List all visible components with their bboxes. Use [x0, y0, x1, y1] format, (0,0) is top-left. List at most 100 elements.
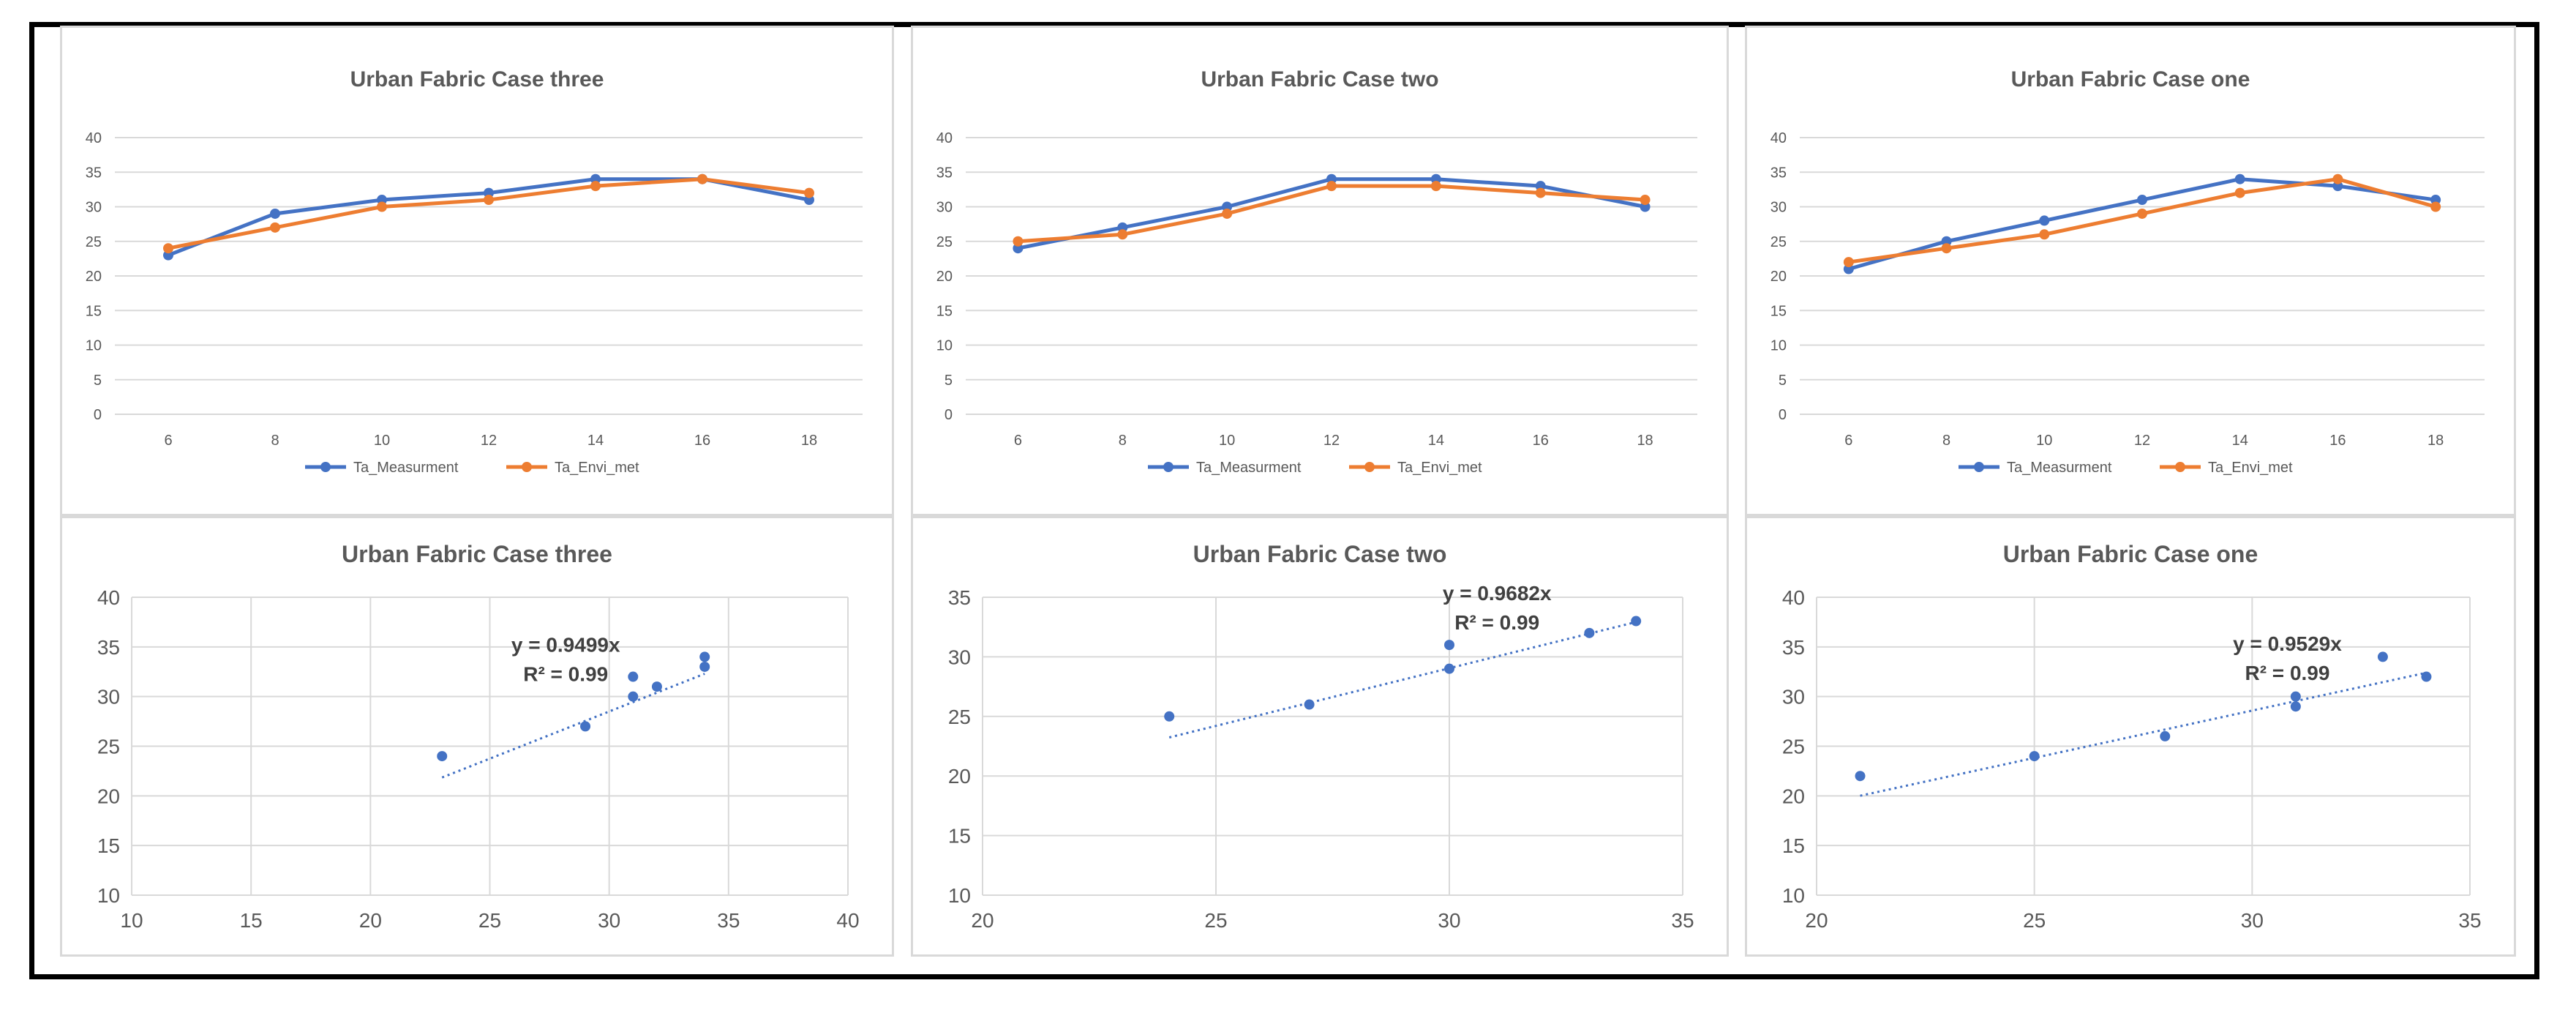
y-tick-label: 10: [1782, 884, 1805, 907]
legend-label: Ta_Measurment: [2007, 460, 2112, 476]
x-tick-label: 30: [1438, 909, 1460, 932]
y-tick-label: 15: [1782, 834, 1805, 857]
chart-svg: Urban Fabric Case one 10 15 20 25 30 35 40 20 25 3…: [1782, 541, 2482, 932]
y-tick-label: 35: [86, 165, 102, 181]
x-tick-label: 16: [694, 433, 710, 449]
y-tick-label: 30: [86, 200, 102, 216]
x-tick-label: 12: [481, 433, 497, 449]
trendline-r2: R² = 0.99: [523, 663, 608, 686]
x-tick-label: 30: [598, 909, 620, 932]
y-tick-label: 30: [97, 686, 120, 709]
series-point: [1013, 236, 1024, 247]
trendline-r2: R² = 0.99: [2245, 662, 2329, 684]
figure-frame: Urban Fabric Case three 0 5 10 15 20 25 30 35 40 6…: [29, 22, 2539, 979]
line-chart-case-one: Urban Fabric Case one 0 5 10 15 20 25 30 35 40 6 8 1…: [1745, 26, 2516, 516]
y-tick-label: 10: [1770, 338, 1787, 354]
y-tick-label: 35: [936, 165, 953, 181]
series-point: [1640, 195, 1651, 206]
chart-svg: Urban Fabric Case two 10 15 20 25 30 35 20 25 30 3…: [948, 541, 1694, 932]
y-tick-label: 20: [1782, 785, 1805, 807]
y-tick-label: 15: [936, 303, 953, 319]
x-tick-label: 8: [1942, 433, 1950, 449]
chart-title: Urban Fabric Case one: [2011, 67, 2250, 91]
y-tick-label: 10: [97, 884, 120, 907]
x-tick-label: 8: [271, 433, 279, 449]
legend-label: Ta_Envi_met: [555, 460, 639, 476]
x-tick-label: 20: [359, 909, 382, 932]
y-tick-label: 25: [97, 736, 120, 758]
legend-label: Ta_Envi_met: [2208, 460, 2293, 476]
scatter-point: [1584, 627, 1595, 638]
y-tick-label: 40: [97, 586, 120, 609]
series-point: [2430, 201, 2441, 212]
x-tick-label: 10: [374, 433, 390, 449]
x-tick-label: 8: [1119, 433, 1127, 449]
legend-label: Ta_Envi_met: [1397, 460, 1482, 476]
chart-title: Urban Fabric Case two: [1201, 67, 1438, 91]
y-tick-label: 25: [948, 706, 971, 728]
series-point: [590, 181, 601, 192]
x-tick-label: 40: [836, 909, 859, 932]
series-point: [697, 173, 707, 184]
scatter-point: [1444, 640, 1454, 651]
y-tick-label: 0: [1779, 407, 1787, 423]
trendline: [1168, 621, 1637, 739]
legend-marker: [2175, 462, 2185, 472]
y-tick-label: 5: [94, 373, 102, 389]
scatter-point: [628, 671, 639, 682]
x-tick-label: 25: [478, 909, 501, 932]
scatter-point: [1444, 663, 1454, 674]
legend-marker: [320, 462, 331, 472]
series-point: [377, 201, 387, 212]
legend-marker: [522, 462, 532, 472]
series-line-Ta_Envi_met: [1018, 184, 1645, 244]
trendline: [1860, 671, 2427, 797]
trendline-equation: y = 0.9682x: [1443, 582, 1552, 605]
x-tick-label: 10: [2036, 433, 2052, 449]
y-tick-label: 35: [1782, 636, 1805, 659]
series-line-Ta_Envi_met: [1848, 177, 2436, 264]
x-tick-label: 35: [717, 909, 740, 932]
y-tick-label: 10: [948, 884, 971, 907]
y-tick-label: 40: [936, 130, 953, 146]
y-tick-label: 15: [948, 825, 971, 848]
series-point: [2234, 173, 2245, 184]
series-point: [484, 195, 494, 206]
trendline-r2: R² = 0.99: [1454, 611, 1539, 634]
series-point: [1326, 181, 1337, 192]
scatter-point: [2029, 751, 2040, 762]
x-tick-label: 14: [2232, 433, 2248, 449]
scatter-point: [2290, 701, 2301, 712]
legend-label: Ta_Measurment: [1196, 460, 1302, 476]
scatter-point: [1631, 616, 1642, 627]
chart-svg: Urban Fabric Case one 0 5 10 15 20 25 30 35 40 6 8 1…: [1770, 67, 2485, 476]
x-tick-label: 25: [2023, 909, 2046, 932]
series-point: [2039, 229, 2050, 240]
y-tick-label: 0: [945, 407, 953, 423]
y-tick-label: 20: [936, 269, 953, 285]
x-tick-label: 16: [2329, 433, 2346, 449]
series-point: [1222, 208, 1233, 219]
series-point: [2039, 215, 2050, 226]
y-tick-label: 10: [86, 338, 102, 354]
series-point: [1117, 229, 1128, 240]
x-tick-label: 35: [1671, 909, 1694, 932]
x-tick-label: 18: [801, 433, 817, 449]
scatter-point: [1164, 711, 1175, 722]
y-tick-label: 35: [948, 586, 971, 609]
x-tick-label: 6: [1014, 433, 1022, 449]
scatter-point: [2421, 671, 2432, 682]
x-tick-label: 16: [1533, 433, 1549, 449]
x-tick-label: 35: [2458, 909, 2481, 932]
trendline-equation: y = 0.9499x: [511, 634, 620, 657]
series-point: [2137, 208, 2147, 219]
series-line-Ta_Measurment: [1848, 177, 2436, 271]
series-point: [1843, 257, 1854, 268]
scatter-point: [580, 721, 591, 732]
scatter-chart-case-one: Urban Fabric Case one 10 15 20 25 30 35 40 20 25 3…: [1745, 516, 2516, 957]
x-tick-label: 25: [1204, 909, 1227, 932]
x-tick-label: 6: [1844, 433, 1852, 449]
y-tick-label: 15: [1770, 303, 1787, 319]
y-tick-label: 30: [936, 200, 953, 216]
series-point: [2137, 195, 2147, 206]
